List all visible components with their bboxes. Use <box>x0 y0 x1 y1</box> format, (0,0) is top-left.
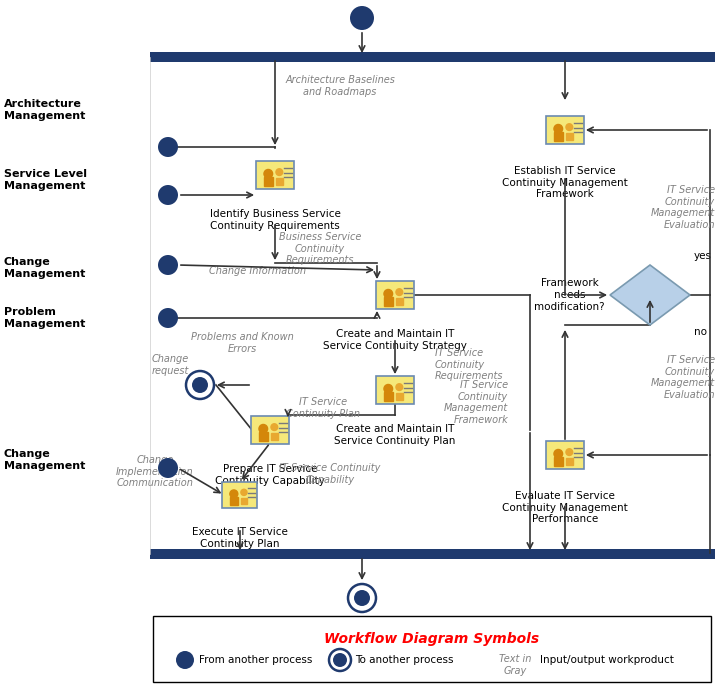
Text: Architecture Baselines
and Roadmaps: Architecture Baselines and Roadmaps <box>285 75 395 97</box>
Polygon shape <box>230 497 238 505</box>
Text: Execute IT Service
Continuity Plan: Execute IT Service Continuity Plan <box>192 527 288 549</box>
FancyBboxPatch shape <box>223 482 257 508</box>
Text: Identify Business Service
Continuity Requirements: Identify Business Service Continuity Req… <box>210 209 341 230</box>
Circle shape <box>158 185 178 205</box>
Text: Change Information: Change Information <box>210 266 307 276</box>
Polygon shape <box>554 132 563 141</box>
Text: Change
Management: Change Management <box>4 257 86 279</box>
Text: IT Service
Continuity
Management
Evaluation: IT Service Continuity Management Evaluat… <box>651 355 715 400</box>
Text: Text in
Gray: Text in Gray <box>499 654 531 676</box>
Circle shape <box>554 449 563 458</box>
Text: IT Service
Continuity
Management
Evaluation: IT Service Continuity Management Evaluat… <box>651 185 715 230</box>
Text: Problems and Known
Errors: Problems and Known Errors <box>191 332 294 353</box>
Circle shape <box>384 289 393 298</box>
Text: IT Service
Continuity
Requirements: IT Service Continuity Requirements <box>435 348 503 381</box>
Polygon shape <box>610 265 690 325</box>
Text: Change
Management: Change Management <box>4 449 86 471</box>
Text: Business Service
Continuity
Requirements: Business Service Continuity Requirements <box>279 232 361 265</box>
Polygon shape <box>384 298 393 306</box>
Text: From another process: From another process <box>199 655 312 665</box>
Text: Input/output workproduct: Input/output workproduct <box>540 655 674 665</box>
Text: Create and Maintain IT
Service Continuity Strategy: Create and Maintain IT Service Continuit… <box>323 329 467 351</box>
Circle shape <box>264 169 273 178</box>
Polygon shape <box>566 458 573 465</box>
Text: Framework
needs
modification?: Framework needs modification? <box>534 279 605 311</box>
Polygon shape <box>566 133 573 140</box>
Text: Change
request: Change request <box>152 354 189 376</box>
Text: Change
Implementation
Communication: Change Implementation Communication <box>116 455 194 488</box>
Text: Establish IT Service
Continuity Management
Framework: Establish IT Service Continuity Manageme… <box>502 166 628 199</box>
Circle shape <box>566 123 573 130</box>
Circle shape <box>348 584 376 612</box>
Text: Workflow Diagram Symbols: Workflow Diagram Symbols <box>324 632 539 646</box>
Circle shape <box>396 383 402 390</box>
Text: IT Service Continuity
Capability: IT Service Continuity Capability <box>279 463 381 484</box>
FancyBboxPatch shape <box>376 281 414 309</box>
Polygon shape <box>396 393 403 400</box>
Circle shape <box>354 590 370 606</box>
Bar <box>150 52 715 62</box>
Bar <box>150 549 715 559</box>
Polygon shape <box>264 178 273 186</box>
Polygon shape <box>384 392 393 401</box>
FancyBboxPatch shape <box>153 616 711 682</box>
Polygon shape <box>396 298 403 305</box>
Circle shape <box>333 653 347 667</box>
Polygon shape <box>241 497 247 504</box>
Circle shape <box>158 458 178 478</box>
FancyBboxPatch shape <box>376 376 414 404</box>
Circle shape <box>259 425 268 433</box>
Circle shape <box>158 308 178 328</box>
FancyBboxPatch shape <box>256 161 294 189</box>
Polygon shape <box>276 178 283 185</box>
FancyBboxPatch shape <box>251 416 289 445</box>
Text: Problem
Management: Problem Management <box>4 307 86 329</box>
FancyBboxPatch shape <box>546 116 584 144</box>
Polygon shape <box>270 433 278 440</box>
Text: Architecture
Management: Architecture Management <box>4 99 86 121</box>
Circle shape <box>271 424 278 431</box>
Circle shape <box>176 651 194 669</box>
Text: Prepare IT Service
Continuity Capability: Prepare IT Service Continuity Capability <box>215 464 325 486</box>
Text: Create and Maintain IT
Service Continuity Plan: Create and Maintain IT Service Continuit… <box>334 424 456 446</box>
Circle shape <box>276 169 283 176</box>
Circle shape <box>158 255 178 275</box>
Circle shape <box>566 449 573 456</box>
Circle shape <box>158 137 178 157</box>
Text: To another process: To another process <box>355 655 454 665</box>
Circle shape <box>384 384 393 393</box>
Circle shape <box>192 377 208 393</box>
Text: IT Service
Continuity Plan: IT Service Continuity Plan <box>286 397 360 418</box>
Text: no: no <box>694 327 707 337</box>
Circle shape <box>241 489 247 495</box>
FancyBboxPatch shape <box>546 441 584 469</box>
Circle shape <box>350 6 374 30</box>
Text: Evaluate IT Service
Continuity Management
Performance: Evaluate IT Service Continuity Managemen… <box>502 491 628 524</box>
Text: IT Service
Continuity
Management
Framework: IT Service Continuity Management Framewo… <box>444 380 508 425</box>
Circle shape <box>396 289 402 296</box>
Polygon shape <box>554 458 563 466</box>
Circle shape <box>186 371 214 399</box>
Circle shape <box>329 649 351 671</box>
Circle shape <box>554 124 563 133</box>
Polygon shape <box>259 432 268 441</box>
Text: yes: yes <box>694 251 712 261</box>
Circle shape <box>230 490 238 498</box>
Text: Service Level
Management: Service Level Management <box>4 169 87 191</box>
